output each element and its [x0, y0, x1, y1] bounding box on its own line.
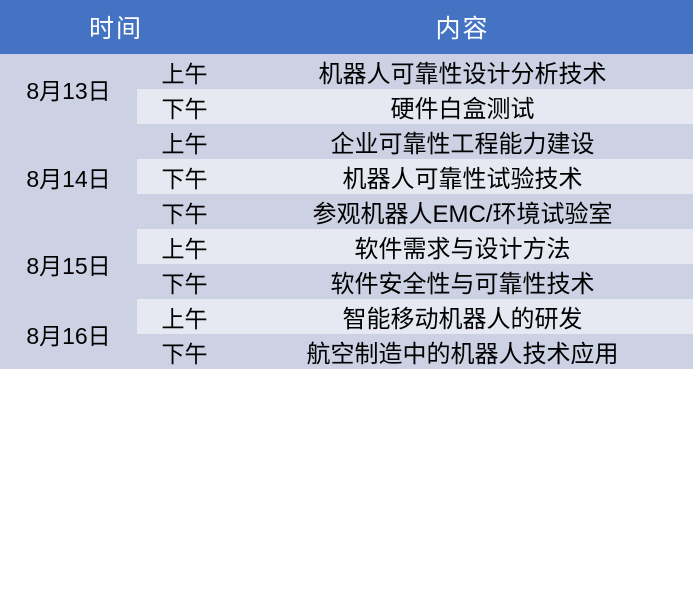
header-time: 时间	[0, 0, 233, 54]
table-row: 下午 机器人可靠性试验技术	[0, 159, 694, 194]
content-cell: 软件安全性与可靠性技术	[232, 264, 694, 299]
content-cell: 机器人可靠性试验技术	[232, 159, 694, 194]
header-content: 内容	[232, 0, 694, 54]
date-cell: 8月16日	[0, 299, 137, 369]
table-header: 时间 内容	[0, 0, 694, 54]
table-body: 8月13日 上午 机器人可靠性设计分析技术 下午 硬件白盒测试 8月14日 上午 企业可靠性工…	[0, 54, 694, 369]
table-row: 下午 航空制造中的机器人技术应用	[0, 334, 694, 369]
table-row: 8月15日 上午 软件需求与设计方法	[0, 229, 694, 299]
period-cell: 下午	[137, 194, 233, 229]
date-cell: 8月13日	[0, 54, 137, 124]
table-row: 下午 软件安全性与可靠性技术	[0, 264, 694, 299]
table-row: 下午 参观机器人EMC/环境试验室	[0, 194, 694, 229]
content-cell: 软件需求与设计方法	[232, 229, 694, 264]
period-cell: 上午	[137, 299, 233, 334]
header-row: 时间 内容	[0, 0, 694, 54]
period-cell: 下午	[137, 334, 233, 369]
period-cell: 下午	[137, 264, 233, 299]
period-cell: 上午	[137, 124, 233, 159]
table-row: 8月16日 上午 智能移动机器人的研发	[0, 299, 694, 369]
content-cell: 机器人可靠性设计分析技术	[232, 54, 694, 89]
table-row: 下午 硬件白盒测试	[0, 89, 694, 124]
content-cell: 参观机器人EMC/环境试验室	[232, 194, 694, 229]
content-cell: 硬件白盒测试	[232, 89, 694, 124]
period-cell: 上午	[137, 54, 233, 89]
content-cell: 智能移动机器人的研发	[232, 299, 694, 334]
period-cell: 下午	[137, 89, 233, 124]
course-schedule-table: 时间 内容 8月13日 上午 机器人可靠性设计分析技术 下午 硬件白盒测试 8月14日 上午…	[0, 0, 694, 369]
content-cell: 企业可靠性工程能力建设	[232, 124, 694, 159]
table-row: 8月14日 上午 企业可靠性工程能力建设	[0, 124, 694, 229]
period-cell: 下午	[137, 159, 233, 194]
date-cell: 8月14日	[0, 124, 137, 229]
table-row: 8月13日 上午 机器人可靠性设计分析技术	[0, 54, 694, 124]
date-cell: 8月15日	[0, 229, 137, 299]
content-cell: 航空制造中的机器人技术应用	[232, 334, 694, 369]
period-cell: 上午	[137, 229, 233, 264]
